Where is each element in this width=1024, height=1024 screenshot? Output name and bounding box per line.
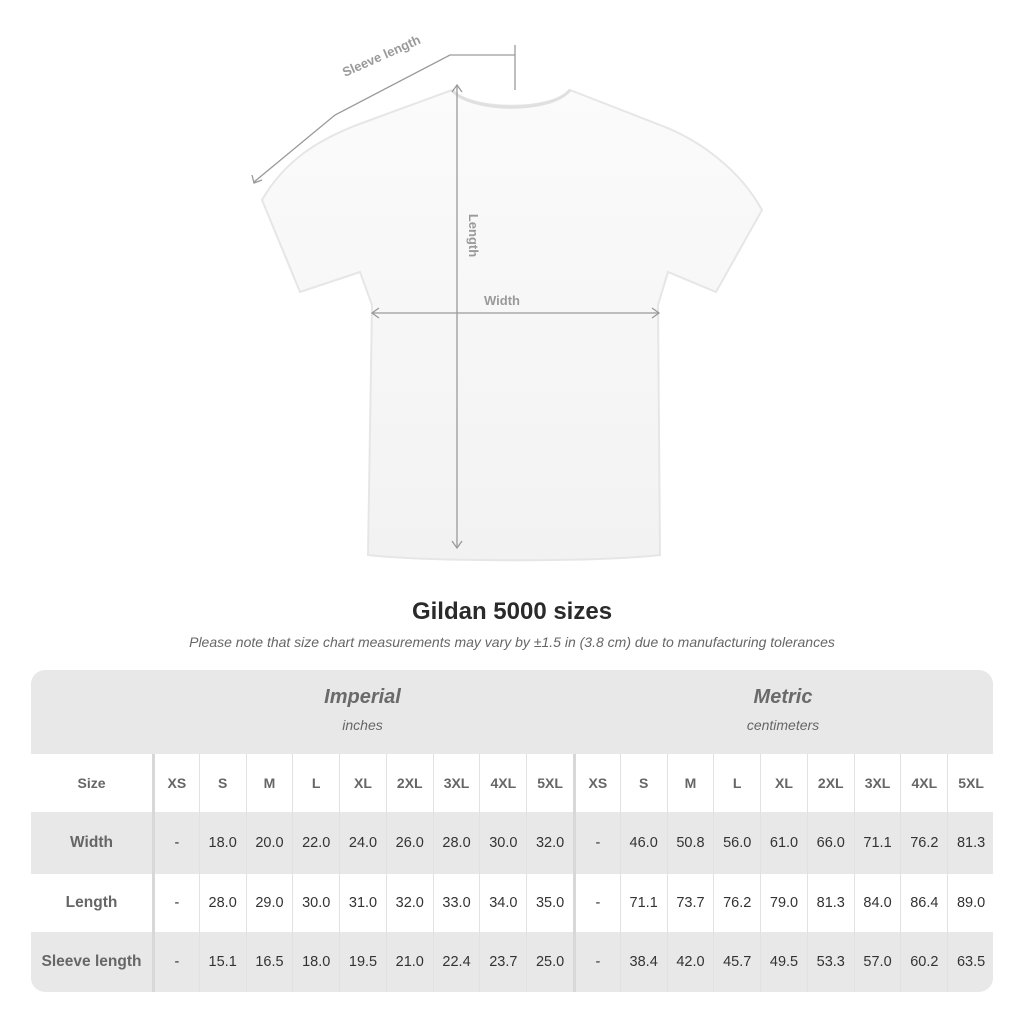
value-cell: 60.2	[900, 932, 947, 992]
row-label: Length	[65, 894, 118, 911]
value-cell: 57.0	[853, 932, 901, 992]
table-row: Sleeve length -15.1 16.5 18.0 19.5 21.0 22.4 23…	[31, 932, 993, 992]
size-column-header: Size	[77, 775, 106, 791]
value-cell: 30.0	[292, 874, 339, 932]
imperial-unit: inches	[342, 717, 383, 733]
size-header-cell: XS	[573, 754, 620, 812]
table-header-band	[31, 670, 993, 754]
size-header-cell: 3XL	[853, 754, 901, 812]
value-cell: 61.0	[760, 812, 807, 874]
value-cell: 71.1	[619, 874, 667, 932]
size-header-cell: 5XL	[526, 754, 573, 812]
size-header-cell: 4XL	[900, 754, 947, 812]
value-cell: 76.2	[900, 812, 947, 874]
table-row: Length -28.0 29.0 30.0 31.0 32.0 33.0 34.0 35.0-…	[31, 874, 993, 932]
value-cell: 23.7	[479, 932, 526, 992]
value-cell: 34.0	[479, 874, 526, 932]
value-cell: 56.0	[713, 812, 760, 874]
size-header-cell: XL	[339, 754, 386, 812]
size-header-cell: XL	[760, 754, 807, 812]
imperial-heading: Imperial	[324, 686, 401, 708]
value-cell: 81.3	[806, 874, 854, 932]
value-cell: 71.1	[853, 812, 901, 874]
value-cell: 42.0	[666, 932, 714, 992]
value-cell: -	[573, 812, 620, 874]
value-cell: 79.0	[760, 874, 807, 932]
size-header-cell: M	[245, 754, 293, 812]
value-cell: 35.0	[526, 874, 573, 932]
table-row: Width -18.0 20.0 22.0 24.0 26.0 28.0 30.0 32.0-4…	[31, 812, 993, 874]
value-cell: 18.0	[198, 812, 246, 874]
row-label: Width	[70, 834, 113, 851]
metric-heading: Metric	[753, 686, 813, 708]
value-cell: 24.0	[339, 812, 386, 874]
value-cell: 28.0	[432, 812, 480, 874]
value-cell: 32.0	[385, 874, 433, 932]
value-cell: 84.0	[853, 874, 901, 932]
size-header-cell: L	[292, 754, 339, 812]
value-cell: 25.0	[526, 932, 573, 992]
value-cell: 45.7	[713, 932, 760, 992]
value-cell: 16.5	[245, 932, 293, 992]
size-table: Imperial inches Metric centimeters Size X…	[31, 670, 993, 992]
size-header-cell: S	[619, 754, 667, 812]
value-cell: 46.0	[619, 812, 667, 874]
length-label: Length	[466, 213, 482, 258]
value-cell: 31.0	[339, 874, 386, 932]
value-cell: -	[573, 932, 620, 992]
value-cell: 32.0	[526, 812, 573, 874]
value-cell: 38.4	[619, 932, 667, 992]
value-cell: 26.0	[385, 812, 433, 874]
t-shirt-illustration	[251, 45, 764, 562]
value-cell: 18.0	[292, 932, 339, 992]
value-cell: -	[152, 874, 199, 932]
value-cell: 89.0	[947, 874, 993, 932]
value-cell: 29.0	[245, 874, 293, 932]
value-cell: 22.0	[292, 812, 339, 874]
size-header-cell: S	[198, 754, 246, 812]
value-cell: 33.0	[432, 874, 480, 932]
imperial-group-header: Imperial inches	[152, 686, 573, 733]
value-cell: -	[152, 812, 199, 874]
metric-group-header: Metric centimeters	[573, 686, 993, 733]
value-cell: 66.0	[806, 812, 854, 874]
value-cell: -	[152, 932, 199, 992]
size-header-cell: M	[666, 754, 714, 812]
value-cell: 20.0	[245, 812, 293, 874]
value-cell: 76.2	[713, 874, 760, 932]
value-cell: 81.3	[947, 812, 993, 874]
tolerance-note: Please note that size chart measurements…	[189, 634, 835, 650]
page-title: Gildan 5000 sizes	[411, 598, 613, 625]
metric-unit: centimeters	[746, 717, 820, 733]
width-label: Width	[484, 293, 520, 308]
value-cell: 53.3	[806, 932, 854, 992]
size-header-cell: 2XL	[385, 754, 433, 812]
value-cell: 63.5	[947, 932, 993, 992]
value-cell: 73.7	[666, 874, 714, 932]
table-header-row: Size XS S M L XL 2XL 3XL 4XL 5XL XS S M L XL 2XL 3XL 4XL 5…	[31, 754, 993, 812]
value-cell: 30.0	[479, 812, 526, 874]
value-cell: 19.5	[339, 932, 386, 992]
value-cell: 21.0	[385, 932, 433, 992]
value-cell: 86.4	[900, 874, 947, 932]
value-cell: -	[573, 874, 620, 932]
size-header-cell: 4XL	[479, 754, 526, 812]
size-header-cell: XS	[152, 754, 199, 812]
value-cell: 49.5	[760, 932, 807, 992]
size-header-cell: L	[713, 754, 760, 812]
size-header-cell: 2XL	[806, 754, 854, 812]
value-cell: 50.8	[666, 812, 714, 874]
value-cell: 22.4	[432, 932, 480, 992]
size-header-cell: 5XL	[947, 754, 993, 812]
size-header-cell: 3XL	[432, 754, 480, 812]
value-cell: 15.1	[198, 932, 246, 992]
value-cell: 28.0	[198, 874, 246, 932]
row-label: Sleeve length	[41, 953, 142, 970]
